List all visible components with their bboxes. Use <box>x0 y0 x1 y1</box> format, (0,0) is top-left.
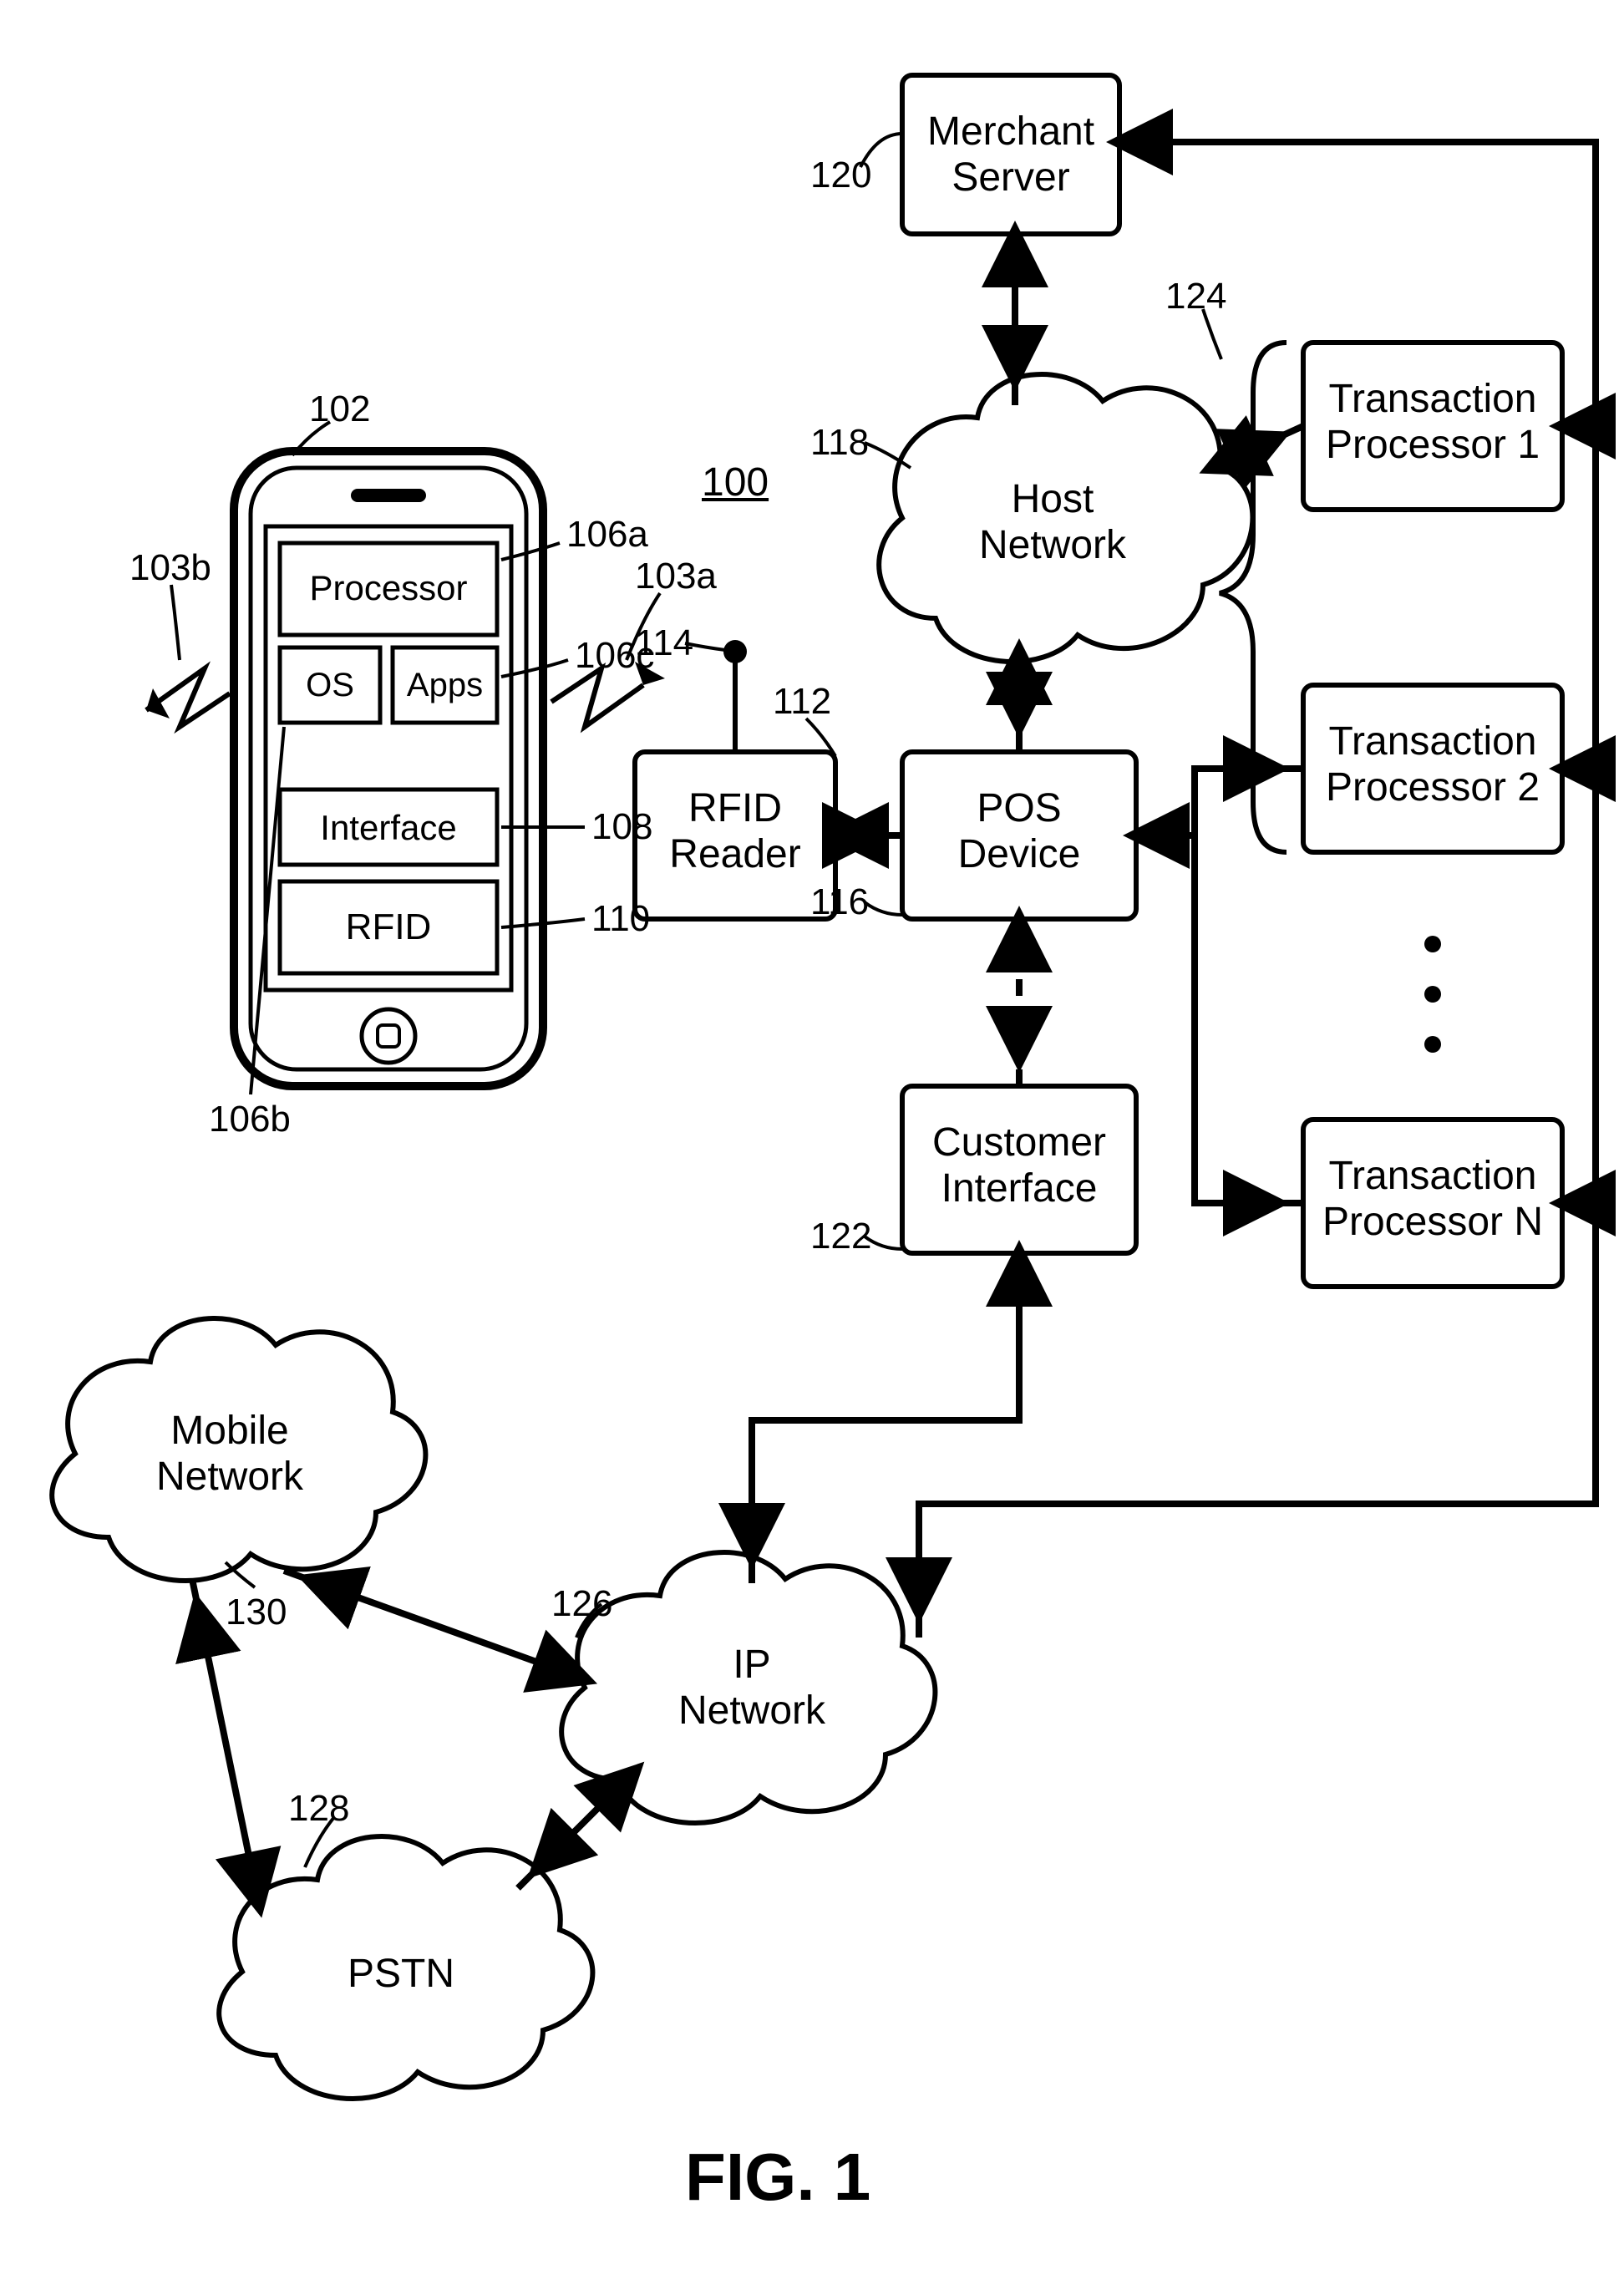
ref-106b: 106b <box>209 1099 291 1140</box>
figure-label: FIG. 1 <box>685 2139 870 2216</box>
ref-116: 116 <box>810 881 869 923</box>
wireless-b <box>146 668 230 727</box>
txn-group-brace <box>1220 343 1287 852</box>
phone-apps-label: Apps <box>401 666 489 704</box>
ref-110: 110 <box>591 898 650 940</box>
txn-processor-n-label: Transaction Processor N <box>1316 1153 1550 1245</box>
ref-126: 126 <box>551 1583 612 1625</box>
pos-device-label: POS Device <box>944 785 1094 877</box>
ref-130: 130 <box>226 1592 287 1633</box>
customer-interface-label: Customer Interface <box>919 1120 1119 1211</box>
ref-103a: 103a <box>635 556 717 597</box>
host-network-label: Host Network <box>969 476 1136 568</box>
ref-108: 108 <box>591 806 652 848</box>
pstn-label: PSTN <box>334 1951 468 1997</box>
ref-120: 120 <box>810 155 871 196</box>
merchant-server-label: Merchant Server <box>927 109 1094 201</box>
mobile-network-label: Mobile Network <box>142 1408 317 1500</box>
wireless-a <box>551 668 643 727</box>
ref-106c: 106c <box>575 635 654 677</box>
ref-128: 128 <box>288 1788 349 1830</box>
ref-102: 102 <box>309 388 370 430</box>
phone-interface-label: Interface <box>292 808 485 848</box>
ref-124: 124 <box>1165 276 1226 317</box>
ref-106a: 106a <box>566 514 648 556</box>
phone-rfid-label: RFID <box>292 906 485 949</box>
ip-network-label: IP Network <box>668 1642 835 1734</box>
ref-122: 122 <box>810 1216 871 1257</box>
ref-103b: 103b <box>129 547 211 589</box>
ref-118: 118 <box>810 422 869 464</box>
ref-112: 112 <box>773 681 831 723</box>
rfid-reader-label: RFID Reader <box>664 785 806 877</box>
txn-processor-2-label: Transaction Processor 2 <box>1316 719 1550 810</box>
system-ref: 100 <box>702 460 769 505</box>
phone-os-label: OS <box>292 666 368 704</box>
phone-processor-label: Processor <box>288 568 489 608</box>
txn-processor-1-label: Transaction Processor 1 <box>1316 376 1550 468</box>
rfid-antenna <box>723 640 747 663</box>
